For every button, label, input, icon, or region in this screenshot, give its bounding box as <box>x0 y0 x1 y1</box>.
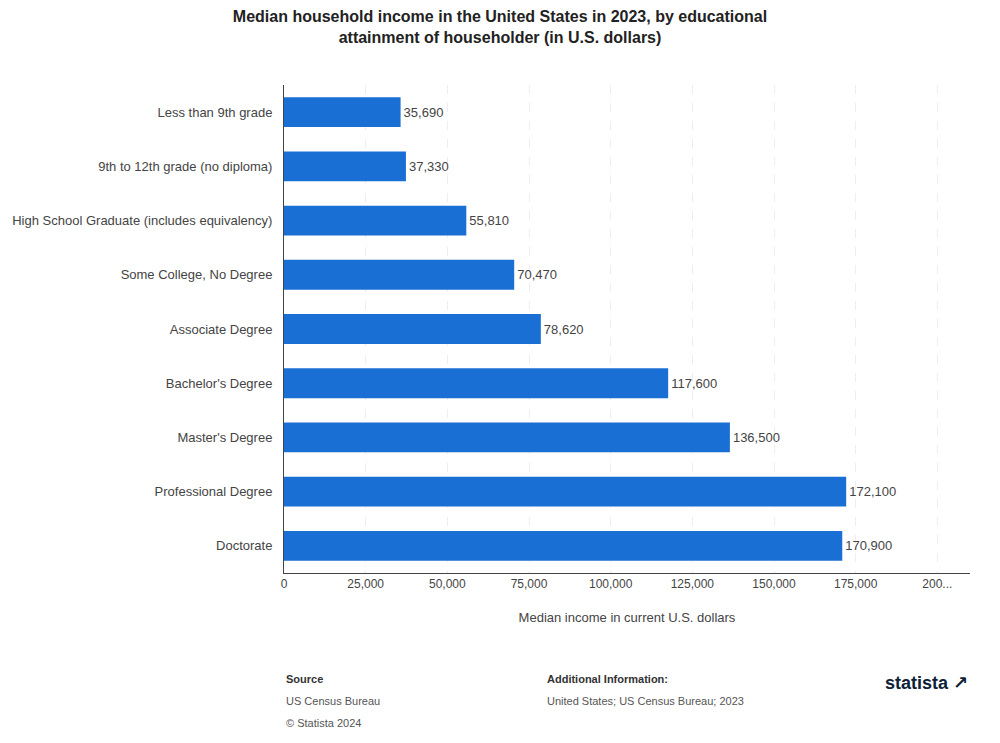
svg-text:117,600: 117,600 <box>671 376 717 391</box>
svg-text:Bachelor's Degree: Bachelor's Degree <box>166 376 273 391</box>
svg-text:125,000: 125,000 <box>671 577 715 591</box>
svg-text:Additional Information:: Additional Information: <box>547 673 668 685</box>
svg-text:9th to 12th grade (no diploma): 9th to 12th grade (no diploma) <box>98 159 272 174</box>
svg-text:100,000: 100,000 <box>589 577 633 591</box>
svg-text:75,000: 75,000 <box>511 577 548 591</box>
svg-text:150,000: 150,000 <box>752 577 796 591</box>
svg-text:200...: 200... <box>922 577 952 591</box>
svg-text:Professional Degree: Professional Degree <box>155 484 273 499</box>
svg-text:Less than 9th grade: Less than 9th grade <box>157 105 272 120</box>
svg-text:35,690: 35,690 <box>404 105 444 120</box>
svg-text:25,000: 25,000 <box>347 577 384 591</box>
svg-text:55,810: 55,810 <box>469 213 509 228</box>
svg-text:Median household income in the: Median household income in the United St… <box>233 8 767 46</box>
svg-text:Associate Degree: Associate Degree <box>170 322 273 337</box>
svg-text:50,000: 50,000 <box>429 577 466 591</box>
svg-text:statista ↗: statista ↗ <box>885 673 968 693</box>
svg-text:37,330: 37,330 <box>409 159 449 174</box>
svg-text:136,500: 136,500 <box>733 430 780 445</box>
svg-text:175,000: 175,000 <box>834 577 878 591</box>
svg-text:Source: Source <box>286 673 323 685</box>
svg-text:78,620: 78,620 <box>544 322 584 337</box>
svg-text:70,470: 70,470 <box>517 267 557 282</box>
svg-text:Master's Degree: Master's Degree <box>177 430 272 445</box>
svg-text:0: 0 <box>281 577 288 591</box>
svg-text:Doctorate: Doctorate <box>216 538 272 553</box>
svg-text:170,900: 170,900 <box>845 538 892 553</box>
svg-text:Median income in current U.S.: Median income in current U.S. dollars <box>519 610 736 625</box>
svg-text:US Census Bureau: US Census Bureau <box>286 695 380 707</box>
svg-text:United States; US Census Burea: United States; US Census Bureau; 2023 <box>547 695 744 707</box>
svg-text:Some College, No Degree: Some College, No Degree <box>121 267 273 282</box>
svg-text:High School Graduate (includes: High School Graduate (includes equivalen… <box>12 213 272 228</box>
svg-text:© Statista 2024: © Statista 2024 <box>286 717 361 729</box>
svg-text:172,100: 172,100 <box>849 484 896 499</box>
